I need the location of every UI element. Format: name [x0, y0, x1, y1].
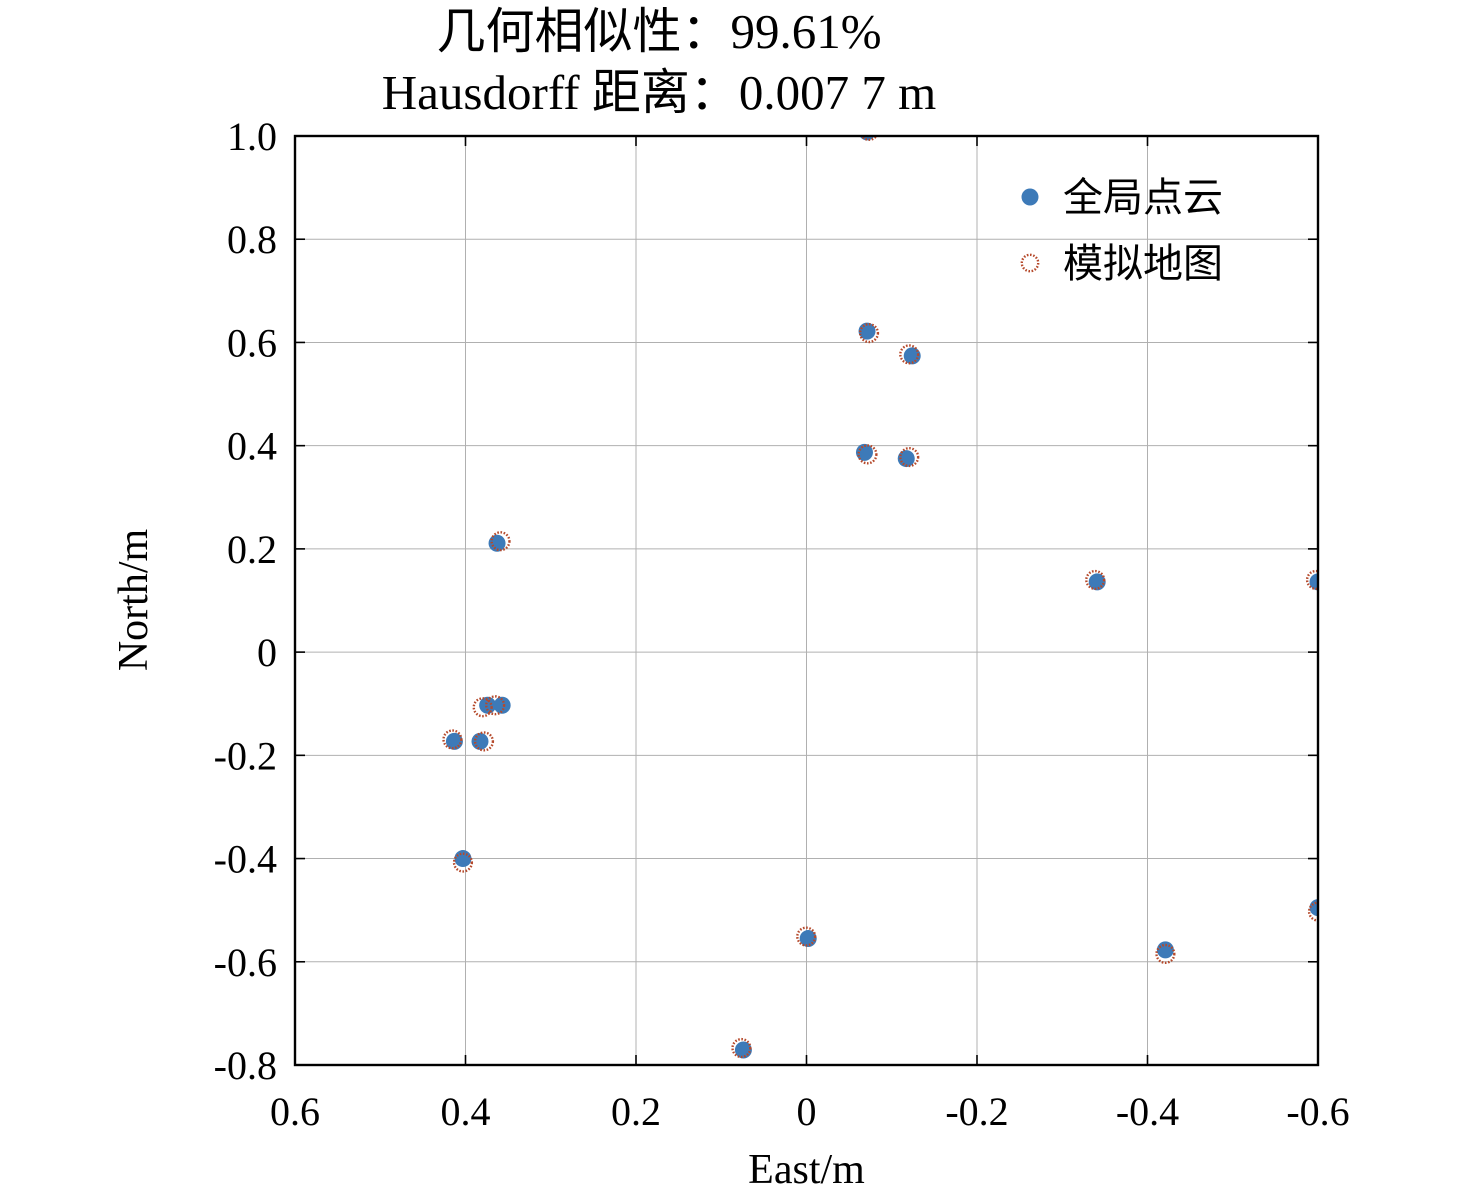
- svg-text:-0.6: -0.6: [214, 940, 277, 985]
- svg-text:0.2: 0.2: [227, 527, 277, 572]
- svg-text:-0.2: -0.2: [945, 1089, 1008, 1134]
- svg-text:0.6: 0.6: [227, 320, 277, 365]
- svg-text:0: 0: [797, 1089, 817, 1134]
- svg-text:-0.6: -0.6: [1286, 1089, 1349, 1134]
- svg-text:全局点云: 全局点云: [1063, 175, 1223, 220]
- svg-text:-0.2: -0.2: [214, 733, 277, 778]
- svg-text:0.8: 0.8: [227, 217, 277, 262]
- svg-text:0: 0: [257, 630, 277, 675]
- svg-text:0.6: 0.6: [270, 1089, 320, 1134]
- svg-text:0.4: 0.4: [227, 424, 277, 469]
- svg-text:-0.8: -0.8: [214, 1043, 277, 1088]
- svg-text:0.4: 0.4: [441, 1089, 491, 1134]
- svg-text:-0.4: -0.4: [214, 837, 277, 882]
- svg-text:模拟地图: 模拟地图: [1063, 241, 1223, 286]
- svg-text:0.2: 0.2: [611, 1089, 661, 1134]
- svg-text:-0.4: -0.4: [1116, 1089, 1179, 1134]
- svg-text:1.0: 1.0: [227, 114, 277, 159]
